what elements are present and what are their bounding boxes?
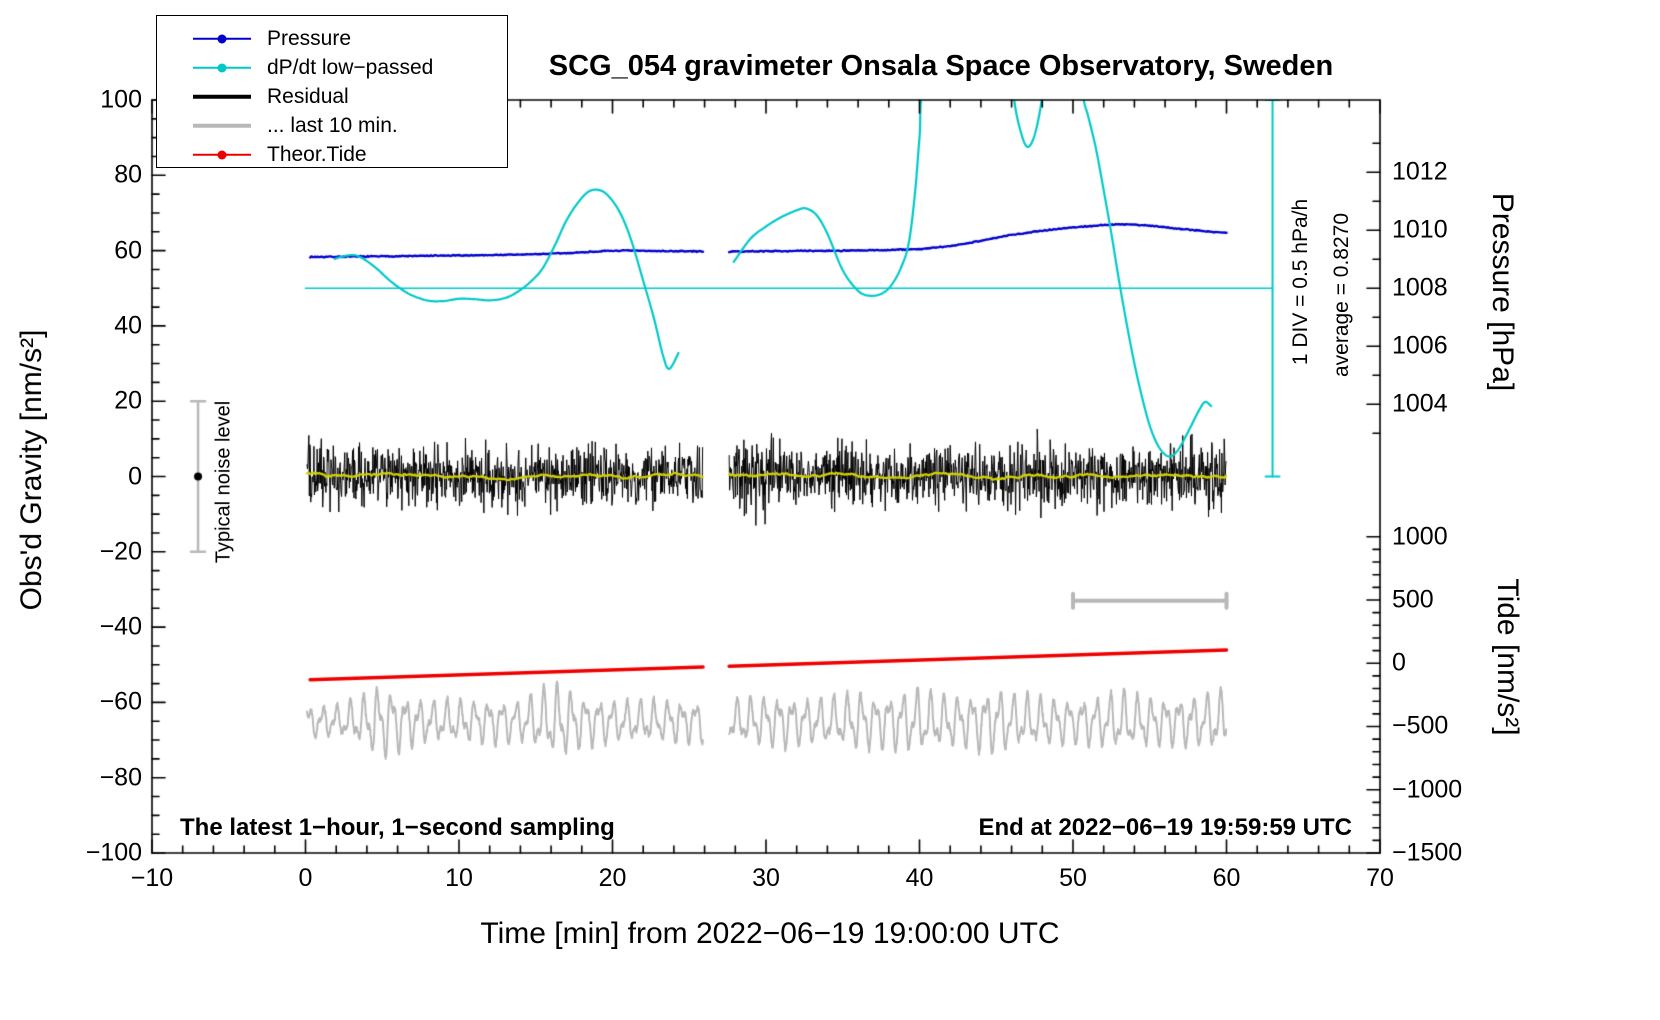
pressure-tick-label: 1010 — [1392, 215, 1448, 244]
tide-tick-label: −500 — [1392, 711, 1449, 740]
legend: Pressure dP/dt low−passed Residual ... last… — [156, 15, 508, 168]
x-tick-label: −10 — [130, 864, 174, 892]
tide-tick-label: 1000 — [1392, 522, 1448, 551]
legend-item: Pressure — [157, 24, 507, 53]
gravity-tick-label: 0 — [128, 462, 142, 490]
end-time-note: End at 2022−06−19 19:59:59 UTC — [978, 814, 1352, 841]
sampling-note: The latest 1−hour, 1−second sampling — [180, 814, 615, 841]
pressure-tick-label: 1012 — [1392, 157, 1448, 186]
tide-tick-label: 0 — [1392, 648, 1406, 677]
x-axis-title: Time [min] from 2022−06−19 19:00:00 UTC — [480, 917, 1060, 950]
gravity-tick-label: −40 — [99, 612, 142, 641]
y-axis-title-pressure: Pressure [hPa] — [1486, 192, 1519, 392]
gravity-tick-label: 100 — [100, 85, 142, 114]
legend-label: dP/dt low−passed — [267, 55, 434, 79]
residual-line-icon — [193, 87, 251, 107]
x-tick-label: 20 — [598, 864, 627, 892]
gravity-tick-label: −80 — [99, 763, 142, 792]
tide-tick-label: −1500 — [1392, 838, 1463, 867]
legend-label: Residual — [267, 84, 349, 108]
legend-item: Theor.Tide — [157, 140, 507, 169]
legend-dot-marker-icon — [217, 34, 227, 43]
legend-label: Pressure — [267, 26, 352, 50]
last10-line-icon — [193, 116, 251, 136]
tide-line-icon — [193, 145, 251, 165]
gravity-tick-label: −60 — [99, 687, 142, 716]
legend-item: dP/dt low−passed — [157, 53, 507, 82]
pressure-tick-label: 1006 — [1392, 331, 1448, 360]
legend-dot-marker-icon — [217, 63, 227, 72]
legend-item: ... last 10 min. — [157, 111, 507, 140]
x-tick-label: 60 — [1212, 864, 1241, 892]
legend-label: Theor.Tide — [267, 142, 367, 166]
x-tick-label: 30 — [752, 864, 780, 892]
x-tick-label: 40 — [905, 864, 934, 892]
noise-level-label: Typical noise level — [212, 400, 235, 564]
y-axis-title-gravity: Obs'd Gravity [nm/s²] — [15, 329, 48, 611]
legend-label: ... last 10 min. — [267, 113, 398, 137]
dpdt-line-icon — [193, 58, 251, 78]
x-tick-label: 50 — [1059, 864, 1087, 892]
tide-tick-label: −1000 — [1392, 775, 1463, 804]
div-scale-label: 1 DIV = 0.5 hPa/h — [1289, 198, 1312, 366]
average-label: average = 0.8270 — [1330, 212, 1353, 378]
gravity-tick-label: −100 — [85, 838, 142, 867]
pressure-line-icon — [193, 29, 251, 49]
chart-title: SCG_054 gravimeter Onsala Space Observat… — [548, 50, 1334, 82]
x-tick-label: 10 — [445, 864, 473, 892]
y-axis-title-tide: Tide [nm/s²] — [1491, 578, 1524, 736]
legend-item: Residual — [157, 82, 507, 111]
gravity-tick-label: 20 — [114, 386, 142, 415]
pressure-tick-label: 1004 — [1392, 389, 1448, 418]
gravity-tick-label: 60 — [114, 236, 142, 265]
gravity-tick-label: −20 — [99, 537, 142, 566]
x-tick-label: 0 — [298, 864, 313, 892]
gravity-tick-label: 80 — [114, 160, 142, 189]
x-tick-label: 70 — [1366, 864, 1394, 892]
gravity-tick-label: 40 — [114, 311, 142, 340]
legend-dot-marker-icon — [217, 150, 227, 159]
tide-tick-label: 500 — [1392, 585, 1434, 614]
pressure-tick-label: 1008 — [1392, 273, 1448, 302]
